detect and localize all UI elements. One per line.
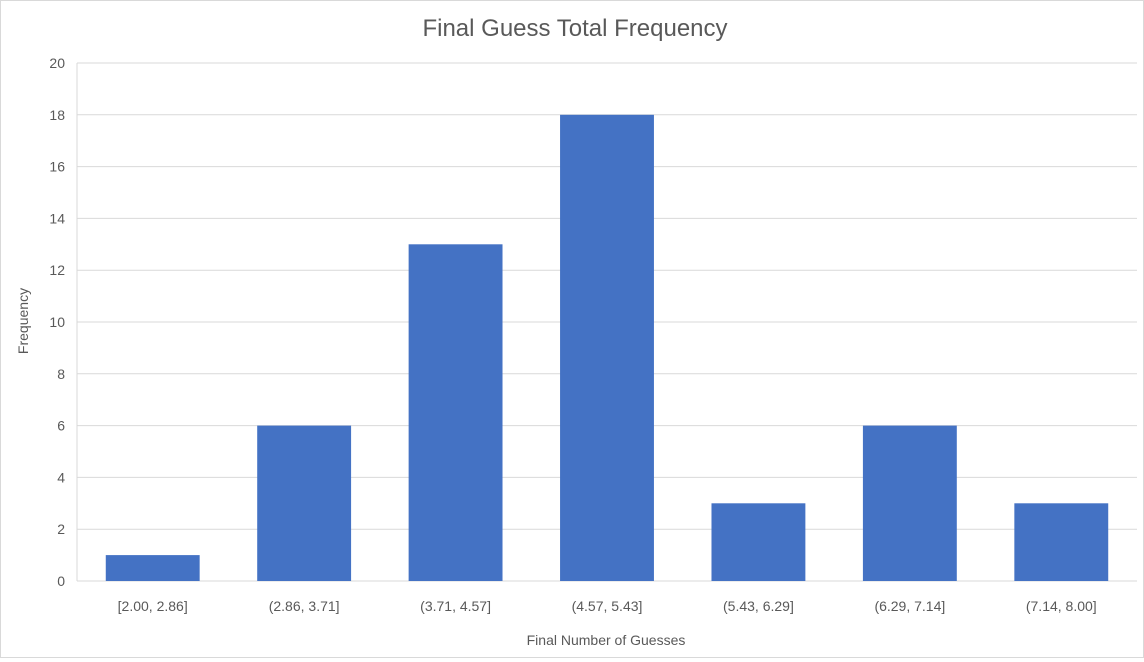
x-tick-label: (5.43, 6.29] [723,598,794,614]
chart-title: Final Guess Total Frequency [422,15,727,42]
bar [408,244,503,582]
bar [257,425,352,581]
y-axis-title: Frequency [15,288,31,354]
bar [1014,503,1109,581]
bar [862,425,957,581]
y-tick-label: 4 [57,469,65,485]
y-tick-label: 0 [57,573,65,589]
x-tick-label: (7.14, 8.00] [1026,598,1097,614]
y-tick-label: 8 [57,366,65,382]
x-tick-label: (3.71, 4.57] [420,598,491,614]
x-tick-label: (4.57, 5.43] [572,598,643,614]
x-tick-label: (2.86, 3.71] [269,598,340,614]
x-axis-title: Final Number of Guesses [527,632,686,648]
bars [105,114,1109,582]
y-tick-label: 2 [57,521,65,537]
bar [711,503,806,581]
bar [105,555,200,581]
y-tick-label: 14 [49,210,65,226]
y-tick-label: 20 [49,55,65,71]
y-tick-label: 6 [57,418,65,434]
x-axis-ticks: [2.00, 2.86] (2.86, 3.71] (3.71, 4.57] (4.5… [118,598,1097,614]
x-tick-label: [2.00, 2.86] [118,598,188,614]
bar [560,114,654,582]
y-tick-label: 10 [49,314,65,330]
x-tick-label: (6.29, 7.14] [874,598,945,614]
y-tick-label: 16 [49,159,65,175]
y-tick-label: 12 [49,262,65,278]
y-tick-label: 18 [49,107,65,123]
y-axis-ticks: 0 2 4 6 8 10 12 14 16 18 20 [49,55,65,589]
